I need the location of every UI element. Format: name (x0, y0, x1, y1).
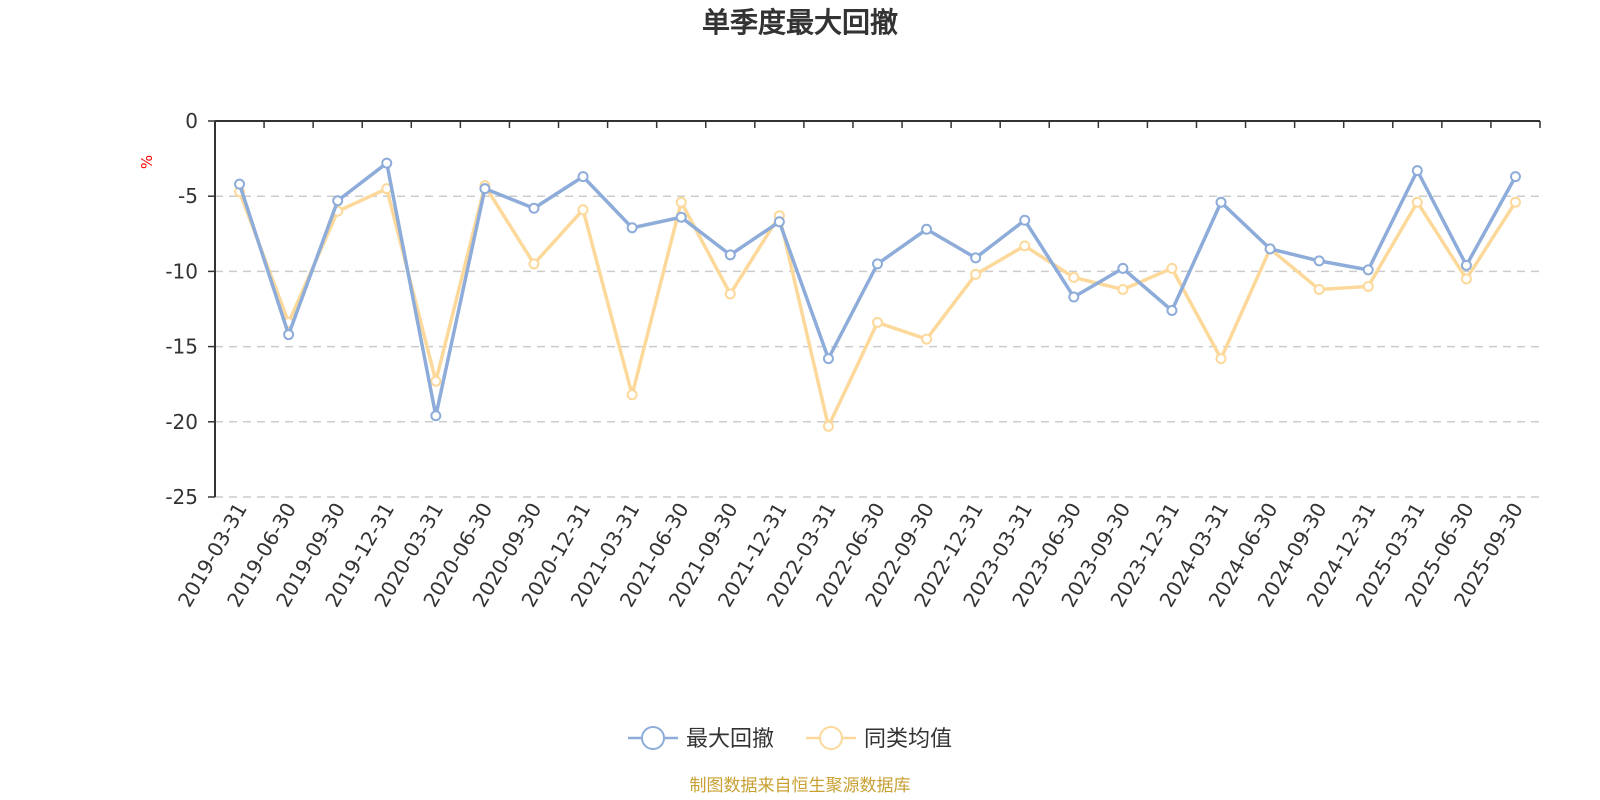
data-point[interactable] (970, 252, 982, 264)
data-point[interactable] (1411, 165, 1423, 177)
data-point[interactable] (1215, 353, 1227, 365)
data-point[interactable] (1460, 273, 1472, 285)
data-point[interactable] (872, 258, 883, 270)
legend-item[interactable]: 最大回撤 (628, 726, 774, 752)
data-point[interactable] (1313, 283, 1325, 295)
data-point[interactable] (332, 195, 344, 207)
data-point[interactable] (1117, 262, 1129, 274)
y-tick-label: -25 (165, 485, 198, 509)
data-point[interactable] (577, 204, 589, 216)
data-point[interactable] (234, 178, 246, 190)
data-point[interactable] (1117, 283, 1129, 295)
data-point[interactable] (1460, 259, 1472, 271)
legend-label: 最大回撤 (686, 727, 774, 752)
chart-title: 单季度最大回撤 (702, 6, 898, 39)
data-point[interactable] (675, 211, 687, 223)
data-point[interactable] (479, 183, 491, 195)
data-point[interactable] (1068, 291, 1080, 303)
series-1 (234, 157, 1521, 422)
data-point[interactable] (1019, 214, 1031, 226)
data-point[interactable] (1313, 255, 1325, 267)
data-point[interactable] (773, 216, 785, 228)
data-point[interactable] (430, 410, 442, 422)
data-point[interactable] (970, 268, 982, 280)
data-point[interactable] (1509, 196, 1521, 208)
data-point[interactable] (1509, 171, 1521, 183)
y-tick-label: -10 (165, 259, 198, 283)
data-point[interactable] (921, 333, 933, 345)
y-tick-label: -15 (165, 335, 198, 359)
data-point[interactable] (626, 222, 638, 234)
y-tick-label: 0 (185, 109, 198, 133)
data-point[interactable] (1411, 196, 1423, 208)
y-axis-unit-label: % (138, 155, 156, 169)
series-lines (234, 157, 1521, 432)
data-point[interactable] (283, 329, 295, 341)
legend-label: 同类均值 (864, 727, 952, 752)
data-point[interactable] (675, 196, 687, 208)
data-point[interactable] (430, 375, 442, 387)
legend[interactable]: 最大回撤 同类均值 (628, 726, 952, 752)
data-point[interactable] (1362, 280, 1374, 292)
data-point[interactable] (724, 249, 736, 261)
data-point[interactable] (1264, 243, 1276, 255)
data-point[interactable] (1019, 240, 1031, 252)
data-point[interactable] (822, 353, 834, 365)
data-point[interactable] (724, 288, 736, 300)
axes: 0-5-10-15-20-252019-03-312019-06-302019-… (165, 109, 1541, 611)
data-point[interactable] (1215, 196, 1227, 208)
y-tick-label: -5 (178, 184, 198, 208)
data-point[interactable] (921, 223, 933, 235)
data-point[interactable] (1362, 264, 1374, 276)
data-point[interactable] (528, 202, 540, 214)
source-note: 制图数据来自恒生聚源数据库 (690, 776, 911, 796)
data-point[interactable] (1166, 305, 1178, 317)
data-point[interactable] (381, 157, 393, 169)
legend-item[interactable]: 同类均值 (806, 726, 952, 752)
data-point[interactable] (626, 389, 638, 401)
data-point[interactable] (872, 317, 883, 329)
y-tick-label: -20 (165, 410, 198, 434)
data-point[interactable] (1166, 262, 1178, 274)
data-point[interactable] (822, 420, 834, 432)
data-point[interactable] (528, 258, 540, 270)
series-2 (234, 180, 1521, 432)
legend-marker (819, 726, 843, 750)
legend-marker (641, 726, 665, 750)
data-point[interactable] (1068, 271, 1080, 283)
data-point[interactable] (577, 171, 589, 183)
grid-lines (215, 195, 1540, 498)
